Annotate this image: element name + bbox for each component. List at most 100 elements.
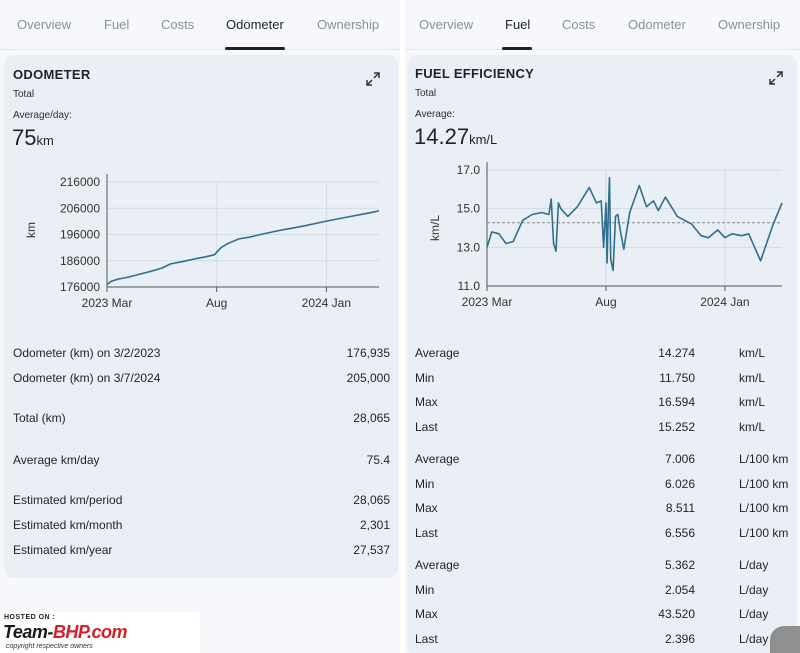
y-tick-label: 216000 xyxy=(60,175,100,189)
card-title: FUEL EFFICIENCY xyxy=(415,66,535,81)
stat-unit: L/day xyxy=(739,607,769,621)
stat-label: Estimated km/year xyxy=(13,543,113,557)
stat-unit: L/100 km xyxy=(739,452,789,466)
card-subtitle: Total xyxy=(13,89,35,100)
stat-row: Odometer (km) on 3/2/2023 176,935 xyxy=(13,346,390,360)
expand-icon[interactable] xyxy=(768,70,784,86)
average-label: Average/day: xyxy=(13,110,72,121)
stat-unit: L/100 km xyxy=(739,501,789,515)
y-axis-label: km/L xyxy=(428,215,442,241)
stat-row: Estimated km/year 27,537 xyxy=(13,543,390,557)
tab-costs[interactable]: Costs xyxy=(562,17,596,32)
stat-value: 28,065 xyxy=(353,493,390,507)
active-tab-indicator xyxy=(225,47,285,50)
stat-value: 28,065 xyxy=(353,411,390,425)
average-unit: km xyxy=(36,133,54,148)
y-tick-label: 186000 xyxy=(60,254,100,268)
stat-value: 2.396 xyxy=(664,632,695,646)
stat-label: Last xyxy=(415,526,438,540)
series-line xyxy=(106,210,380,286)
stat-value: 5.362 xyxy=(664,558,695,572)
stat-unit: km/L xyxy=(739,395,766,409)
stat-label: Max xyxy=(415,501,438,515)
stat-value: 6.556 xyxy=(664,526,695,540)
y-tick-label: 13.0 xyxy=(457,240,481,254)
stat-unit: L/100 km xyxy=(739,477,789,491)
stat-label: Min xyxy=(415,583,435,597)
y-tick-label: 196000 xyxy=(60,228,100,242)
watermark-logo: Team-BHP.com xyxy=(3,622,128,643)
stat-row: Average km/day 75.4 xyxy=(13,453,390,467)
stat-row: Last 2.396 L/day xyxy=(415,632,798,646)
stat-unit: km/L xyxy=(739,420,766,434)
stat-row: Odometer (km) on 3/7/2024 205,000 xyxy=(13,371,390,385)
tab-fuel[interactable]: Fuel xyxy=(505,17,531,32)
tab-odometer[interactable]: Odometer xyxy=(226,17,284,32)
stat-unit: km/L xyxy=(739,346,766,360)
card-title: ODOMETER xyxy=(13,67,91,82)
stat-unit: L/day xyxy=(739,558,769,572)
stat-row: Average 7.006 L/100 km xyxy=(415,452,798,466)
average-value: 14.27km/L xyxy=(414,124,497,150)
average-label: Average: xyxy=(415,109,455,120)
stat-row: Total (km) 28,065 xyxy=(13,411,390,425)
tab-overview[interactable]: Overview xyxy=(419,17,474,32)
y-tick-label: 11.0 xyxy=(458,279,481,293)
stat-value: 43.520 xyxy=(658,607,695,621)
stat-row: Last 6.556 L/100 km xyxy=(415,526,798,540)
stat-row: Estimated km/period 28,065 xyxy=(13,493,390,507)
stat-row: Estimated km/month 2,301 xyxy=(13,518,390,532)
tab-fuel[interactable]: Fuel xyxy=(104,17,130,32)
expand-icon[interactable] xyxy=(365,71,381,87)
stat-label: Min xyxy=(415,477,435,491)
fuel-screen: Overview Fuel Costs Odometer Ownership F… xyxy=(405,0,800,653)
y-axis-label: km xyxy=(24,222,38,238)
stat-label: Total (km) xyxy=(13,411,66,425)
stat-label: Odometer (km) on 3/7/2024 xyxy=(13,371,161,385)
stat-label: Average xyxy=(415,558,460,572)
stat-row: Min 11.750 km/L xyxy=(415,371,798,385)
stat-label: Min xyxy=(415,371,435,385)
active-tab-indicator xyxy=(502,47,532,50)
stat-row: Average 14.274 km/L xyxy=(415,346,798,360)
scroll-to-top-icon[interactable] xyxy=(770,626,800,653)
average-value: 75km xyxy=(12,125,54,151)
x-tick-label: Aug xyxy=(595,295,616,309)
stat-label: Estimated km/month xyxy=(13,518,123,532)
tab-overview[interactable]: Overview xyxy=(17,17,72,32)
tab-odometer[interactable]: Odometer xyxy=(628,17,686,32)
tab-ownership[interactable]: Ownership xyxy=(718,17,781,32)
stat-value: 14.274 xyxy=(658,346,695,360)
watermark-hosted-on: HOSTED ON : xyxy=(4,614,56,621)
tab-costs[interactable]: Costs xyxy=(161,17,195,32)
average-unit: km/L xyxy=(469,132,498,147)
stat-unit: km/L xyxy=(739,371,766,385)
stat-row: Min 2.054 L/day xyxy=(415,583,798,597)
stat-value: 27,537 xyxy=(353,543,390,557)
odometer-card: ODOMETER Total Average/day: 75km xyxy=(4,55,398,578)
stat-label: Average km/day xyxy=(13,453,100,467)
odometer-screen: Overview Fuel Costs Odometer Ownership O… xyxy=(0,0,400,578)
stat-value: 15.252 xyxy=(658,420,695,434)
average-number: 75 xyxy=(12,125,37,150)
stat-value: 11.750 xyxy=(659,371,695,385)
stat-unit: L/100 km xyxy=(739,526,789,540)
stat-value: 205,000 xyxy=(346,371,390,385)
stat-value: 6.026 xyxy=(664,477,695,491)
y-tick-label: 15.0 xyxy=(457,202,481,216)
tab-ownership[interactable]: Ownership xyxy=(317,17,380,32)
stat-row: Max 8.511 L/100 km xyxy=(415,501,798,515)
stat-label: Odometer (km) on 3/2/2023 xyxy=(13,346,161,360)
watermark-logo-bhp: BHP xyxy=(52,622,88,642)
stat-label: Max xyxy=(415,607,438,621)
stat-row: Average 5.362 L/day xyxy=(415,558,798,572)
stat-value: 7.006 xyxy=(664,452,695,466)
stat-value: 2,301 xyxy=(359,518,390,532)
stat-label: Average xyxy=(415,346,460,360)
x-tick-label: 2023 Mar xyxy=(462,295,513,309)
stat-value: 16.594 xyxy=(658,395,695,409)
fuel-efficiency-chart: 11.0 13.0 15.0 17.0 2023 Mar Aug 2024 Jan km/L xyxy=(428,162,783,309)
stat-value: 8.511 xyxy=(665,501,695,515)
tab-bar: Overview Fuel Costs Odometer Ownership xyxy=(0,0,400,50)
stat-label: Average xyxy=(415,452,460,466)
